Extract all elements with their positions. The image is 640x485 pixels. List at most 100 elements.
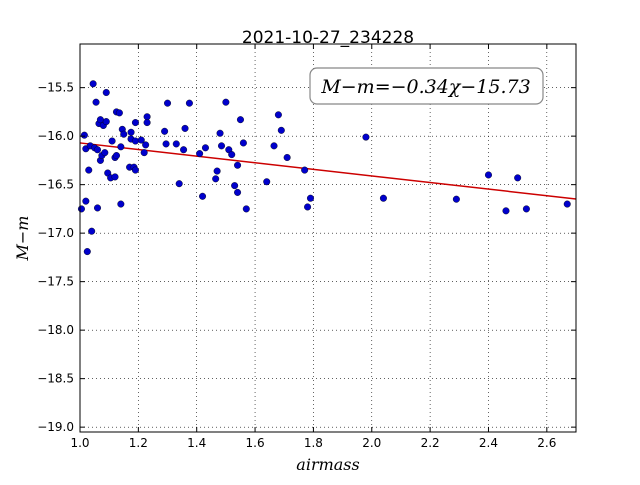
data-point — [175, 180, 183, 188]
data-point — [172, 140, 180, 148]
data-point — [234, 161, 242, 169]
data-point — [111, 173, 119, 181]
data-point — [379, 194, 387, 202]
data-point — [80, 131, 88, 139]
data-point — [77, 205, 85, 213]
data-point — [112, 152, 120, 160]
data-point — [131, 166, 139, 174]
x-tick-label: 2.2 — [421, 436, 440, 450]
data-point — [185, 99, 193, 107]
data-point — [213, 167, 221, 175]
data-point — [102, 88, 110, 96]
data-point — [140, 149, 148, 157]
y-tick-label: −17.0 — [37, 226, 74, 240]
data-point — [120, 130, 128, 138]
data-point — [85, 166, 93, 174]
fit-line-group — [79, 142, 577, 200]
annotation-box — [309, 67, 544, 105]
data-point — [164, 99, 172, 107]
data-point — [94, 204, 102, 212]
data-point — [142, 141, 150, 149]
y-tick-label: −16.5 — [37, 178, 74, 192]
y-tick-label: −18.5 — [37, 372, 74, 386]
data-point — [161, 127, 169, 135]
data-point — [127, 128, 135, 136]
data-point — [234, 188, 242, 196]
data-point — [231, 182, 239, 190]
plot-frame — [79, 43, 577, 433]
chart-title: 2021-10-27_234228 — [242, 28, 414, 48]
data-point — [94, 146, 102, 154]
y-tick-label: −18.0 — [37, 323, 74, 337]
data-point — [212, 175, 220, 183]
data-point — [101, 149, 109, 157]
data-point — [362, 133, 370, 141]
data-point — [89, 80, 97, 88]
data-point — [162, 140, 170, 148]
x-tick-label: 1.0 — [70, 436, 89, 450]
annotation-text: M−m=−0.34χ−15.73 — [320, 76, 530, 98]
y-tick-label: −17.5 — [37, 275, 74, 289]
x-tick-label: 2.4 — [479, 436, 498, 450]
data-point — [484, 171, 492, 179]
data-point — [277, 126, 285, 134]
data-point — [563, 200, 571, 208]
y-tick-labels: −15.5 −16.0 −16.5 −17.0 −17.5 −18.0 −18.5 −19.0 — [37, 81, 74, 434]
x-tick-label: 1.4 — [187, 436, 206, 450]
y-tick-label: −16.0 — [37, 129, 74, 143]
data-point — [131, 119, 139, 127]
data-point — [242, 205, 250, 213]
data-point — [180, 146, 188, 154]
data-point — [102, 118, 110, 126]
data-point — [263, 178, 271, 186]
x-tick-label: 1.6 — [246, 436, 265, 450]
y-tick-label: −15.5 — [37, 81, 74, 95]
data-point — [117, 200, 125, 208]
data-point — [283, 153, 291, 161]
data-point — [514, 174, 522, 182]
data-point — [228, 151, 236, 159]
axis-ticks — [79, 44, 576, 432]
plot-area — [80, 44, 576, 432]
data-point — [270, 142, 278, 150]
y-tick-label: −19.0 — [37, 420, 74, 434]
data-point — [83, 248, 91, 256]
data-point — [96, 116, 104, 124]
data-point — [301, 166, 309, 174]
data-point — [452, 195, 460, 203]
data-point — [502, 207, 510, 215]
data-point — [108, 137, 116, 145]
x-axis-label: airmass — [296, 455, 359, 474]
x-tick-label: 1.8 — [304, 436, 323, 450]
data-point — [236, 116, 244, 124]
data-point — [131, 137, 139, 145]
x-tick-label: 2.6 — [537, 436, 556, 450]
data-point — [218, 142, 226, 150]
fit-equation-annotation: M−m=−0.34χ−15.73 — [309, 67, 544, 105]
data-point — [199, 192, 207, 200]
data-point — [201, 144, 209, 152]
data-point — [216, 129, 224, 137]
data-point — [274, 111, 282, 119]
data-points — [77, 80, 571, 256]
y-axis-label: M−m — [13, 216, 32, 262]
data-point — [137, 136, 145, 144]
data-point — [143, 113, 151, 121]
data-point — [92, 98, 100, 106]
data-point — [196, 150, 204, 158]
data-point — [181, 124, 189, 132]
data-point — [143, 119, 151, 127]
data-point — [522, 205, 530, 213]
x-tick-labels: 1.0 1.2 1.4 1.6 1.8 2.0 2.2 2.4 2.6 — [70, 436, 556, 450]
data-point — [117, 143, 125, 151]
data-point — [222, 98, 230, 106]
data-point — [306, 194, 314, 202]
data-point — [239, 139, 247, 147]
fit-line — [79, 142, 577, 200]
data-point — [82, 197, 90, 205]
data-point — [115, 109, 123, 117]
data-point — [88, 227, 96, 235]
data-point — [304, 203, 312, 211]
x-tick-label: 2.0 — [362, 436, 381, 450]
